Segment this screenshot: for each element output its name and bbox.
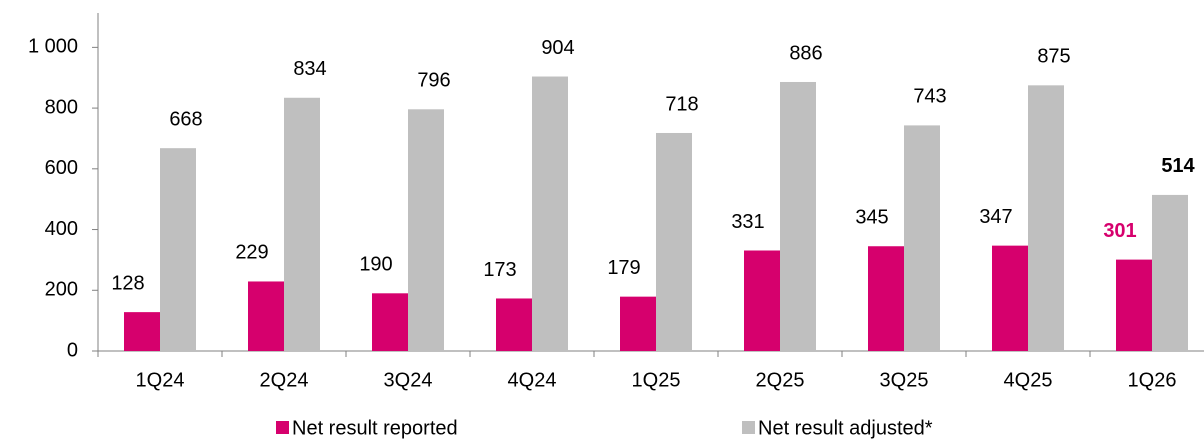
legend-label: Net result adjusted*	[758, 417, 933, 439]
y-tick-label: 1 000	[28, 36, 78, 58]
value-label: 229	[235, 242, 268, 264]
bar	[744, 250, 780, 351]
value-label: 331	[731, 211, 764, 233]
bar	[284, 97, 320, 351]
value-label: 875	[1037, 46, 1070, 68]
legend-swatch	[276, 421, 289, 434]
bar	[408, 109, 444, 352]
value-label: 190	[359, 254, 392, 276]
bar	[160, 148, 196, 351]
x-tick-label: 1Q24	[136, 369, 185, 391]
bar	[496, 298, 532, 351]
legend-label: Net result reported	[292, 417, 458, 439]
value-label: 718	[665, 93, 698, 115]
value-label: 834	[293, 58, 326, 80]
x-tick-label: 3Q24	[384, 369, 433, 391]
y-tick-label: 600	[45, 157, 78, 179]
value-label: 886	[789, 42, 822, 64]
bar	[992, 245, 1028, 351]
bar	[1028, 85, 1064, 352]
x-tick-label: 4Q24	[508, 369, 557, 391]
bar	[656, 132, 692, 351]
value-label: 743	[913, 86, 946, 108]
x-tick-label: 1Q26	[1128, 369, 1177, 391]
x-tick-label: 2Q25	[756, 369, 805, 391]
value-label: 301	[1103, 220, 1136, 242]
bar	[1152, 194, 1188, 351]
value-label: 904	[541, 37, 574, 59]
y-tick-label: 400	[45, 218, 78, 240]
y-tick-label: 0	[67, 339, 78, 361]
bar	[868, 246, 904, 351]
y-tick-label: 800	[45, 96, 78, 118]
value-label: 345	[855, 207, 888, 229]
value-label: 514	[1161, 155, 1195, 177]
bar	[532, 76, 568, 351]
bar	[248, 281, 284, 351]
bar	[1116, 259, 1152, 351]
x-tick-label: 2Q24	[260, 369, 309, 391]
bar	[372, 293, 408, 351]
bar	[780, 81, 816, 351]
bar	[904, 125, 940, 351]
x-tick-label: 3Q25	[880, 369, 929, 391]
value-label: 128	[111, 272, 144, 294]
bar	[124, 312, 160, 351]
y-tick-label: 200	[45, 279, 78, 301]
value-label: 179	[607, 257, 640, 279]
x-tick-label: 1Q25	[632, 369, 681, 391]
x-tick-label: 4Q25	[1004, 369, 1053, 391]
legend-swatch	[742, 421, 755, 434]
value-label: 173	[483, 259, 516, 281]
value-label: 796	[417, 70, 450, 92]
value-label: 347	[979, 206, 1012, 228]
bar	[620, 296, 656, 351]
value-label: 668	[169, 108, 202, 130]
